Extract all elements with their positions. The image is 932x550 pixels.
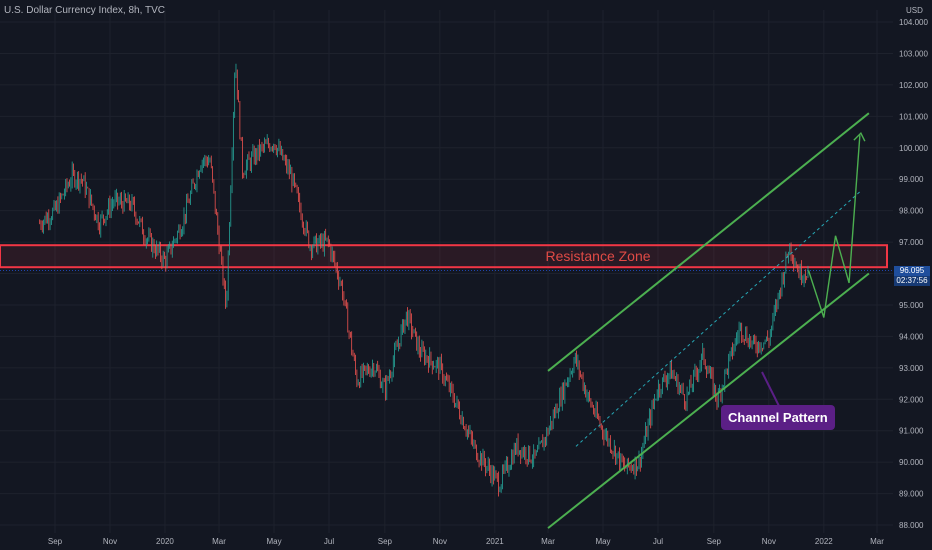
price-candles xyxy=(39,63,809,497)
resistance-zone-label: Resistance Zone xyxy=(545,248,650,264)
y-tick-label: 100.000 xyxy=(899,144,928,153)
y-tick-label: 95.000 xyxy=(899,301,924,310)
y-tick-label: 93.000 xyxy=(899,364,924,373)
last-price-label: 96.095 xyxy=(894,266,930,276)
y-tick-label: 94.000 xyxy=(899,332,924,341)
y-tick-label: 97.000 xyxy=(899,238,924,247)
x-tick-label: Sep xyxy=(707,537,722,546)
bar-countdown: 02:37:56 xyxy=(894,276,930,286)
x-tick-label: Sep xyxy=(378,537,393,546)
channel-lines xyxy=(547,112,870,529)
x-axis: Sep Nov 2020 Mar May Jul Sep Nov 2021 Mar May Jul Se… xyxy=(48,537,884,546)
y-tick-label: 91.000 xyxy=(899,427,924,436)
projection-path xyxy=(807,131,866,318)
x-tick-label: Nov xyxy=(762,537,776,546)
x-tick-label: May xyxy=(595,537,610,546)
y-tick-label: 92.000 xyxy=(899,395,924,404)
x-tick-label: 2021 xyxy=(486,537,504,546)
y-tick-label: 104.000 xyxy=(899,18,928,27)
x-tick-label: Nov xyxy=(433,537,447,546)
x-tick-label: Mar xyxy=(870,537,884,546)
channel-upper-line xyxy=(547,112,870,372)
x-tick-label: Nov xyxy=(103,537,117,546)
y-tick-label: 98.000 xyxy=(899,207,924,216)
x-tick-label: 2020 xyxy=(156,537,174,546)
callout-pointer xyxy=(761,371,781,409)
y-tick-label: 90.000 xyxy=(899,458,924,467)
y-axis: 104.000 103.000 102.000 101.000 100.000 99.00… xyxy=(899,18,928,530)
channel-pattern-callout: Channel Pattern xyxy=(721,405,835,430)
x-tick-label: Mar xyxy=(541,537,555,546)
y-tick-label: 101.000 xyxy=(899,112,928,121)
y-tick-label: 99.000 xyxy=(899,175,924,184)
y-tick-label: 88.000 xyxy=(899,521,924,530)
x-tick-label: Jul xyxy=(653,537,663,546)
y-tick-label: 89.000 xyxy=(899,490,924,499)
projection-arrowhead xyxy=(853,131,866,142)
x-tick-label: 2022 xyxy=(815,537,833,546)
x-tick-label: Sep xyxy=(48,537,63,546)
projection-line xyxy=(807,135,861,318)
y-tick-label: 103.000 xyxy=(899,49,928,58)
resistance-zone-box xyxy=(0,244,888,269)
chart-title: U.S. Dollar Currency Index, 8h, TVC xyxy=(4,5,165,16)
x-tick-label: Mar xyxy=(212,537,226,546)
currency-label: USD xyxy=(906,6,923,15)
y-tick-label: 102.000 xyxy=(899,81,928,90)
x-tick-label: Jul xyxy=(324,537,334,546)
x-tick-label: May xyxy=(266,537,281,546)
resistance-zone: Resistance Zone xyxy=(0,244,893,271)
channel-lower-line xyxy=(547,272,870,529)
chart-grid xyxy=(0,10,893,533)
